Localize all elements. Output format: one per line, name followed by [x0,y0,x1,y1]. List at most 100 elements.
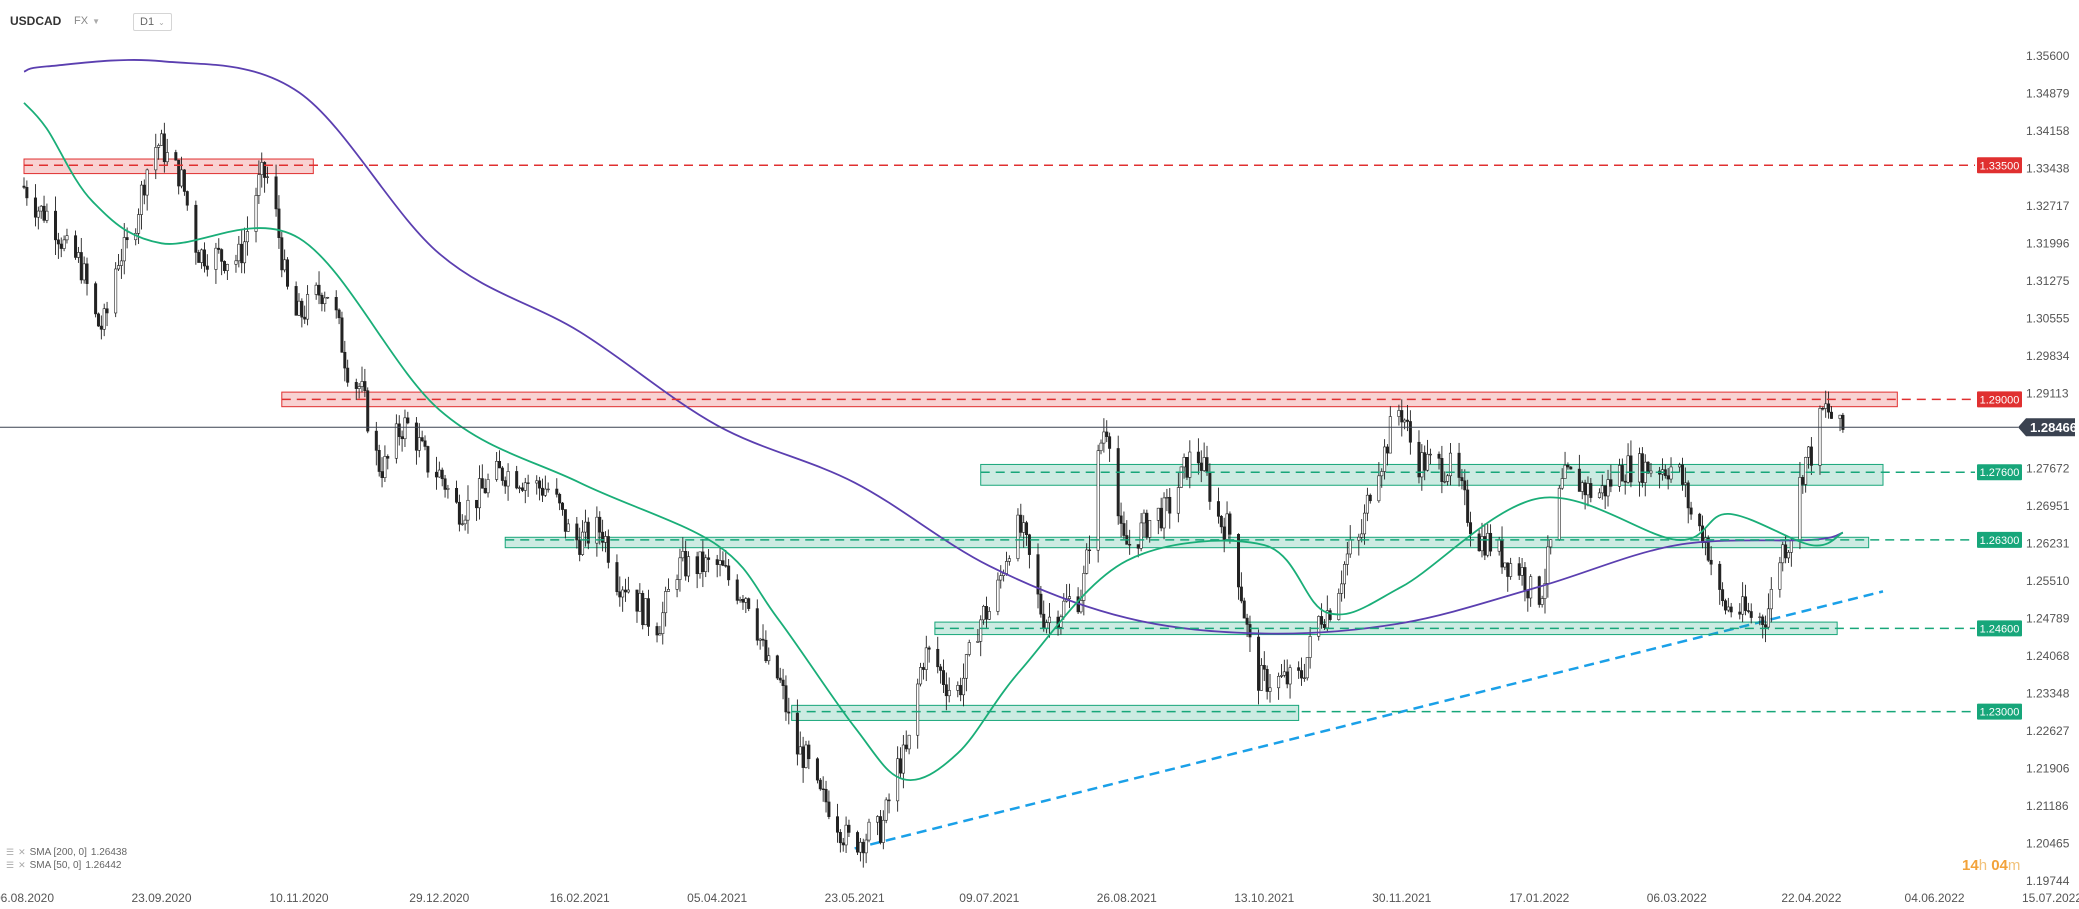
candle [1068,583,1072,609]
candle [297,293,301,316]
level-lines-layer: 1.33500 1.29000 1.27600 1.26300 1.24600 1.230… [24,157,2022,720]
candle [1738,603,1742,620]
candle [1108,432,1112,462]
candle [1027,533,1031,569]
candle [1202,442,1206,472]
symbol-label[interactable]: USDCAD [10,14,62,28]
market-selector[interactable]: FX ▼ [74,12,100,30]
candle [864,833,868,864]
candle [1746,602,1750,614]
candle [1305,657,1309,681]
candle [257,160,261,204]
candle [798,731,802,755]
support-zone[interactable] [980,463,1884,486]
candle [79,237,83,284]
candle [59,237,63,258]
candle [1219,514,1223,534]
candle [558,492,562,511]
candle [1385,444,1389,466]
candle [1537,575,1541,608]
y-tick-label: 1.34158 [2026,124,2070,138]
candle [1600,474,1604,500]
candle [1342,561,1346,599]
candle [360,366,364,393]
candle [434,456,438,490]
candle [1786,550,1790,564]
candle [1328,608,1332,622]
candle [561,502,565,516]
indicator-legend-sma50[interactable]: ☰ ✕ SMA [50, 0] 1.26442 [6,860,121,871]
candle [1597,488,1601,499]
candle [426,445,430,478]
close-icon[interactable]: ✕ [18,847,26,857]
candle [1128,529,1132,555]
candle [457,494,461,532]
support-zone[interactable] [791,704,1300,721]
candle [698,551,702,579]
candle [243,227,247,274]
candle [346,359,350,387]
candle [326,296,330,299]
candle [944,672,948,711]
level-tag [1977,391,2022,408]
candle [357,382,361,399]
indicator-settings-icon[interactable]: ☰ [6,847,15,857]
candle [1569,466,1573,470]
indicator-legend-sma200[interactable]: ☰ ✕ SMA [200, 0] 1.26438 [6,847,127,858]
candle [526,474,530,497]
candle [967,639,971,657]
timeframe-label: D1 [140,16,155,28]
candle [1139,513,1143,552]
candle [417,423,421,458]
candle [1279,663,1283,679]
candle [546,482,550,493]
y-tick-label: 1.21186 [2026,799,2069,813]
candle [139,180,143,230]
close-icon[interactable]: ✕ [18,860,26,870]
candle [1345,542,1349,576]
candle [354,378,358,401]
candle [644,598,648,626]
x-tick-label: 06.03.2022 [1647,891,1707,905]
candle [1322,619,1326,630]
candle [595,506,599,557]
candle [1680,457,1684,491]
level-tag [1977,620,2022,637]
candle [581,520,585,556]
candle [684,540,688,581]
candle [778,667,782,684]
candle [755,599,759,646]
candle [1437,451,1441,470]
candle [540,478,544,503]
candle [85,257,89,296]
timeframe-selector[interactable]: D1 ⌄ [133,13,172,31]
candle [254,187,258,243]
candle [907,734,911,755]
indicator-settings-icon[interactable]: ☰ [6,860,15,870]
candle [867,818,871,843]
candle [824,780,828,813]
candle [1718,561,1722,605]
candle [664,586,668,627]
candle [154,133,158,180]
candle [1824,390,1828,418]
sma-50-line[interactable] [23,102,1844,781]
candle [145,168,149,211]
candle [781,668,785,700]
candle [225,263,229,281]
candle [718,547,722,577]
candle [999,565,1003,589]
candle [1620,458,1624,482]
candle [440,467,444,487]
candle [1606,469,1610,507]
sma-200-line[interactable] [23,59,1844,635]
candle [1440,445,1444,494]
candle [1526,589,1530,612]
candle [1689,501,1693,520]
candle [1096,444,1100,563]
level-label: 1.23000 [1980,707,2020,719]
candle [1829,406,1833,419]
candle [687,551,691,583]
candle [1566,462,1570,470]
